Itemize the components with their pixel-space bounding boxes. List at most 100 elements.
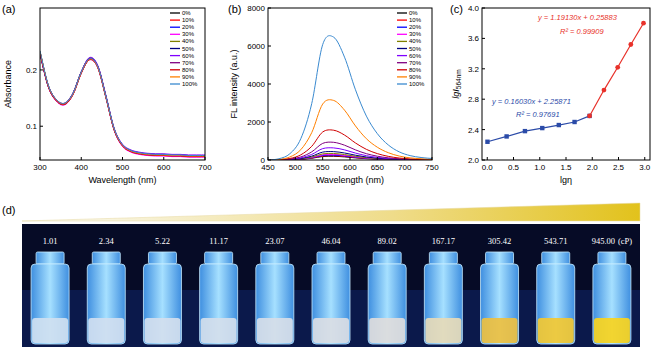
y-tick [268, 46, 271, 47]
y-tick-label: 0.2 [26, 66, 38, 75]
viscosity-label: 1.01 [43, 236, 58, 246]
legend-label: 80% [182, 67, 195, 73]
legend-swatch [170, 48, 180, 49]
figure: (a)3004005006007000.10.2Wavelength (nm)A… [0, 0, 657, 347]
series-group [485, 21, 646, 144]
legend-label: 70% [182, 60, 195, 66]
viscosity-wedge [22, 203, 640, 221]
vial-body [87, 264, 125, 344]
legend-swatch [170, 55, 180, 56]
x-tick [163, 157, 164, 160]
legend-swatch [397, 34, 407, 35]
legend-swatch [170, 76, 180, 77]
vial-body [424, 264, 462, 344]
x-tick-label: 1.0 [534, 163, 546, 172]
y-tick-label: 0 [261, 156, 266, 165]
viscosity-value: 5.22 [155, 236, 170, 246]
viscosity-value: 23.07 [265, 236, 284, 246]
x-tick [122, 157, 123, 160]
series-line [590, 23, 644, 116]
vial-cap [36, 252, 64, 264]
y-tick [482, 38, 485, 39]
vial-body [312, 264, 350, 344]
vial-liquid [201, 318, 237, 343]
legend-swatch [397, 76, 407, 77]
x-tick [539, 157, 540, 160]
vial-liquid [482, 318, 518, 343]
vial-liquid [313, 318, 349, 343]
vial [481, 252, 519, 344]
legend-swatch [397, 83, 407, 84]
legend: 0%10%20%30%40%50%60%70%80%90%100% [170, 10, 198, 87]
page: {"chart_data":[ {"type":"line","title":"… [0, 0, 657, 347]
y-tick [40, 126, 43, 127]
x-tick [40, 157, 41, 160]
legend-label: 40% [182, 38, 195, 44]
vial [200, 252, 238, 344]
x-tick-label: 700 [398, 163, 412, 172]
series-line [40, 53, 205, 157]
x-tick-label: 0.5 [508, 163, 520, 172]
annotation: R² = 0.99909 [560, 27, 604, 36]
vial [31, 252, 69, 344]
y-tick-label: 2.0 [468, 156, 480, 165]
viscosity-value: 89.02 [378, 236, 397, 246]
legend-swatch [170, 19, 180, 20]
y-tick-label: 4.0 [468, 4, 480, 13]
y-tick [482, 99, 485, 100]
viscosity-value: 305.42 [488, 236, 511, 246]
photo-background [22, 224, 640, 347]
vial [312, 252, 350, 344]
viscosity-value: 1.01 [43, 236, 58, 246]
x-tick-label: 650 [371, 163, 385, 172]
panel-label: (c) [450, 3, 463, 15]
x-tick [322, 157, 323, 160]
vial-cap [148, 252, 176, 264]
series-line [40, 51, 205, 155]
panel: (a)3004005006007000.10.2Wavelength (nm)A… [2, 3, 212, 185]
y-tick [268, 160, 271, 161]
x-tick-label: 2.5 [613, 163, 625, 172]
x-tick [81, 157, 82, 160]
viscosity-label: 5.22 [155, 236, 170, 246]
vial-cap [205, 252, 233, 264]
y-tick-label: 2.8 [468, 95, 480, 104]
vial [87, 252, 125, 344]
vial [537, 252, 575, 344]
y-tick-label: 2.4 [468, 126, 480, 135]
point [628, 42, 633, 47]
panel-label: (a) [2, 3, 15, 15]
vial-liquid [594, 318, 630, 343]
annotation: y = 0.16030x + 2.25871 [491, 97, 571, 106]
viscosity-label: 167.17 [432, 236, 455, 246]
x-axis-label: lgη [560, 175, 572, 185]
x-tick-label: 500 [116, 163, 130, 172]
viscosity-label: 23.07 [265, 236, 284, 246]
legend-label: 50% [409, 46, 422, 52]
y-tick-label: 8000 [247, 4, 265, 13]
viscosity-label: 46.04 [321, 236, 341, 246]
series-line [268, 36, 432, 160]
vial [593, 252, 631, 344]
vial-body [537, 264, 575, 344]
vial [368, 252, 406, 344]
legend-label: 60% [182, 53, 195, 59]
x-tick-label: 2.0 [587, 163, 599, 172]
vial-liquid [538, 318, 574, 343]
vial [143, 252, 181, 344]
legend-swatch [170, 12, 180, 13]
panel-label: (d) [2, 204, 15, 216]
point [587, 114, 591, 118]
vial-cap [317, 252, 345, 264]
legend-label: 10% [409, 17, 422, 23]
x-tick [592, 157, 593, 160]
legend-swatch [397, 12, 407, 13]
legend-swatch [397, 55, 407, 56]
y-tick [482, 160, 485, 161]
y-tick-label: 6000 [247, 42, 265, 51]
x-axis-label: Wavelength (nm) [316, 175, 384, 185]
point [572, 120, 576, 124]
x-tick-label: 600 [157, 163, 171, 172]
x-axis-label: Wavelength (nm) [88, 175, 156, 185]
viscosity-label: 305.42 [488, 236, 511, 246]
